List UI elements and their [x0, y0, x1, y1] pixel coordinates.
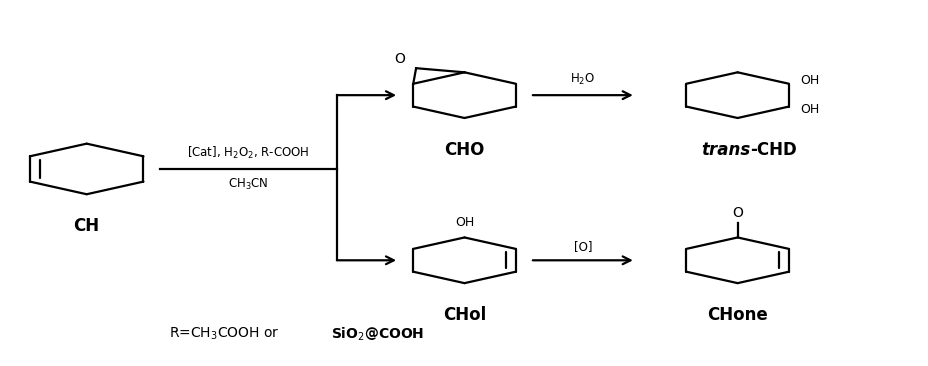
Text: O: O — [731, 206, 742, 220]
Text: OH: OH — [799, 103, 818, 116]
Text: CHol: CHol — [443, 306, 485, 324]
Text: O: O — [393, 52, 405, 67]
Text: SiO$_2$@COOH: SiO$_2$@COOH — [330, 325, 423, 343]
Text: CH$_3$CN: CH$_3$CN — [227, 177, 268, 192]
Text: OH: OH — [799, 74, 818, 87]
Text: [O]: [O] — [573, 240, 591, 253]
Text: [Cat], H$_2$O$_2$, R-COOH: [Cat], H$_2$O$_2$, R-COOH — [187, 145, 309, 161]
Text: OH: OH — [455, 216, 473, 229]
Text: R=CH$_3$COOH or: R=CH$_3$COOH or — [169, 326, 279, 342]
Text: trans: trans — [701, 141, 750, 159]
Text: -CHD: -CHD — [750, 141, 796, 159]
Text: CHone: CHone — [706, 306, 767, 324]
Text: CHO: CHO — [444, 141, 484, 159]
Text: H$_2$O: H$_2$O — [570, 72, 595, 87]
Text: CH: CH — [73, 217, 99, 235]
